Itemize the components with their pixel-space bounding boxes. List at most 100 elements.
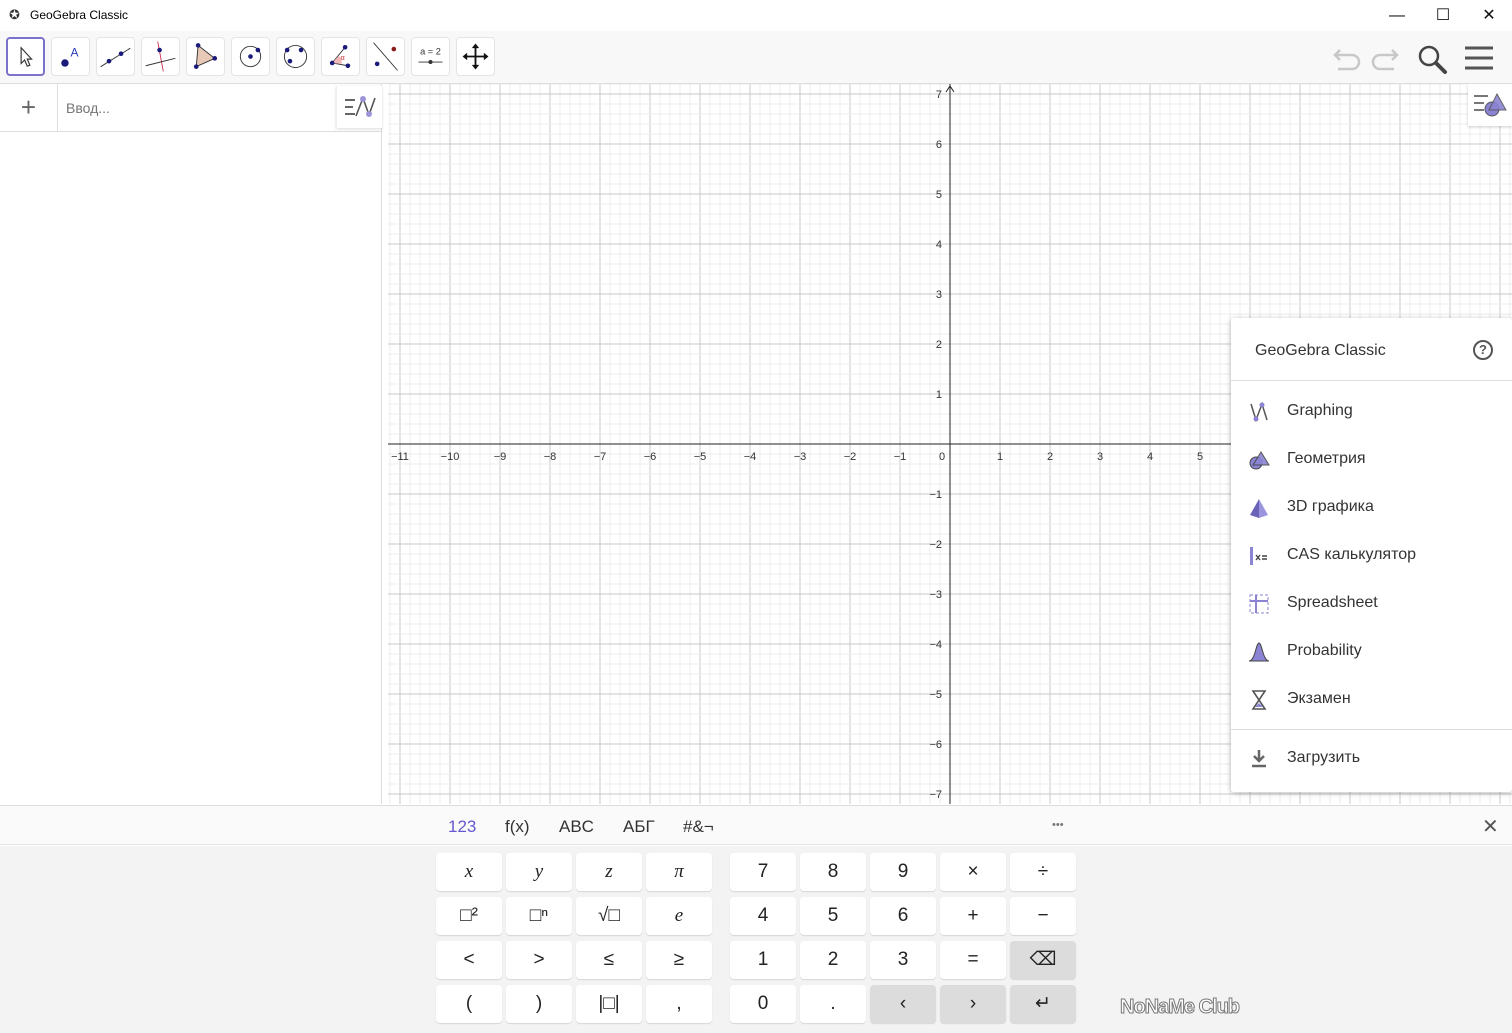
backspace-key[interactable]: ⌫ <box>1010 941 1076 979</box>
redo-icon[interactable] <box>1368 43 1400 73</box>
reflect-tool-button[interactable] <box>366 37 405 76</box>
search-icon[interactable] <box>1416 43 1448 75</box>
toolbar: A α a = 2 <box>0 31 1512 84</box>
key[interactable]: 8 <box>800 853 866 891</box>
y-tick-label: −7 <box>929 789 942 801</box>
key[interactable]: 5 <box>800 897 866 935</box>
y-tick-label: −2 <box>929 539 942 551</box>
move-tool-button[interactable] <box>6 37 45 76</box>
key[interactable]: 6 <box>870 897 936 935</box>
menu-item-label: Геометрия <box>1287 450 1366 467</box>
divider <box>1231 729 1512 730</box>
menu-item-cas[interactable]: CAS калькулятор <box>1231 532 1512 580</box>
download-icon <box>1252 750 1266 768</box>
key[interactable]: > <box>506 941 572 979</box>
key[interactable]: 2 <box>800 941 866 979</box>
key[interactable]: + <box>940 897 1006 935</box>
svg-text:α: α <box>341 53 346 62</box>
undo-icon[interactable] <box>1332 43 1364 73</box>
key[interactable]: − <box>1010 897 1076 935</box>
menu-item-download[interactable]: Загрузить <box>1231 735 1512 783</box>
help-button[interactable]: ? <box>1473 340 1493 360</box>
circle-tool-button[interactable] <box>231 37 270 76</box>
graphics-style-button[interactable] <box>1468 84 1512 126</box>
move-graphics-button[interactable] <box>456 37 495 76</box>
key[interactable]: z <box>576 853 642 891</box>
key[interactable]: 9 <box>870 853 936 891</box>
x-tick-label: −8 <box>544 451 557 463</box>
maximize-button[interactable]: ☐ <box>1435 7 1451 24</box>
window-title: GeoGebra Classic <box>30 8 129 22</box>
key[interactable]: 0 <box>730 985 796 1023</box>
polygon-tool-button[interactable] <box>186 37 225 76</box>
menu-item-spreadsheet[interactable]: Spreadsheet <box>1231 580 1512 628</box>
circle-three-points-button[interactable] <box>276 37 315 76</box>
menu-item-label: Экзамен <box>1287 690 1351 707</box>
algebra-graph-icon <box>345 95 376 118</box>
y-tick-label: −6 <box>929 739 942 751</box>
slider-tool-button[interactable]: a = 2 <box>411 37 450 76</box>
algebra-style-button[interactable] <box>336 86 382 128</box>
circle-three-points-icon <box>283 44 308 69</box>
menu-item-geometry[interactable]: Геометрия <box>1231 436 1512 484</box>
right-arrow-key[interactable]: › <box>940 985 1006 1023</box>
key[interactable]: ≤ <box>576 941 642 979</box>
key[interactable]: y <box>506 853 572 891</box>
key[interactable]: 1 <box>730 941 796 979</box>
key[interactable]: π <box>646 853 712 891</box>
key[interactable]: 4 <box>730 897 796 935</box>
menu-item-probability[interactable]: Probability <box>1231 628 1512 676</box>
slider-icon: a = 2 <box>418 47 443 65</box>
key[interactable]: × <box>940 853 1006 891</box>
graphing-icon <box>1250 401 1268 423</box>
algebra-input[interactable] <box>66 96 326 120</box>
point-tool-button[interactable]: A <box>51 37 90 76</box>
algebra-view: + <box>0 84 382 804</box>
more-options-button[interactable]: ••• <box>1052 819 1064 831</box>
key[interactable]: □ⁿ <box>506 897 572 935</box>
menu-item-graphing[interactable]: Graphing <box>1231 388 1512 436</box>
close-window-button[interactable]: ✕ <box>1482 7 1496 24</box>
algebra-input-row: + <box>0 84 382 132</box>
keyboard-tab-greek[interactable]: АБГ <box>623 817 655 836</box>
add-item-button[interactable]: + <box>0 84 58 132</box>
minimize-button[interactable]: — <box>1389 7 1405 24</box>
key[interactable]: = <box>940 941 1006 979</box>
x-tick-label: −4 <box>744 451 757 463</box>
y-tick-label: −5 <box>929 689 942 701</box>
y-tick-label: −1 <box>929 489 942 501</box>
key[interactable]: . <box>800 985 866 1023</box>
key[interactable]: ) <box>506 985 572 1023</box>
y-tick-label: −4 <box>929 639 942 651</box>
keyboard-tab-latin[interactable]: ABC <box>559 817 594 836</box>
key[interactable]: 3 <box>870 941 936 979</box>
keyboard-tab-functions[interactable]: f(x) <box>505 817 530 836</box>
perpendicular-tool-button[interactable] <box>141 37 180 76</box>
enter-key[interactable]: ↵ <box>1010 985 1076 1023</box>
polygon-icon <box>193 43 218 69</box>
key[interactable]: ≥ <box>646 941 712 979</box>
y-tick-label: 2 <box>936 339 942 351</box>
key[interactable]: , <box>646 985 712 1023</box>
key[interactable]: |□| <box>576 985 642 1023</box>
key[interactable]: √□ <box>576 897 642 935</box>
menu-item-exam[interactable]: Экзамен <box>1231 676 1512 724</box>
menu-item-3d[interactable]: 3D графика <box>1231 484 1512 532</box>
key[interactable]: ( <box>436 985 502 1023</box>
key[interactable]: □² <box>436 897 502 935</box>
key[interactable]: 7 <box>730 853 796 891</box>
keyboard-tab-symbols[interactable]: #&¬ <box>683 817 714 836</box>
keyboard-tab-123[interactable]: 123 <box>448 817 477 836</box>
title-bar: ✪ GeoGebra Classic — ☐ ✕ <box>0 0 1512 31</box>
key[interactable]: e <box>646 897 712 935</box>
menu-item-label: Probability <box>1287 642 1362 659</box>
hamburger-menu-icon[interactable] <box>1464 45 1494 71</box>
key[interactable]: < <box>436 941 502 979</box>
line-tool-button[interactable] <box>96 37 135 76</box>
angle-tool-button[interactable]: α <box>321 37 360 76</box>
key[interactable]: ÷ <box>1010 853 1076 891</box>
close-keyboard-button[interactable]: ✕ <box>1482 816 1499 838</box>
key[interactable]: x <box>436 853 502 891</box>
geometry-icon <box>1249 451 1270 470</box>
left-arrow-key[interactable]: ‹ <box>870 985 936 1023</box>
